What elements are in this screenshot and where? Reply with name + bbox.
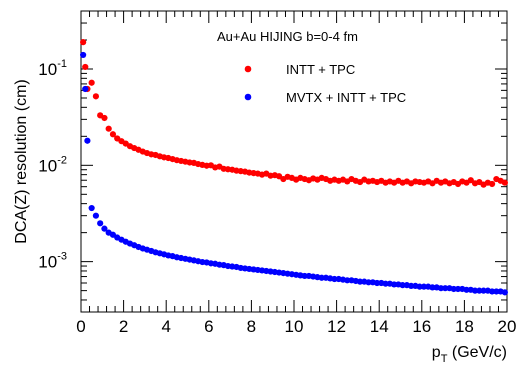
x-axis-label-unit: (GeV/c) [447,344,507,361]
legend-marker [244,93,252,101]
data-point [493,288,500,295]
y-tick-label-base: 10 [38,253,57,272]
data-point [480,287,487,294]
y-tick-label: 10-2 [38,154,67,175]
y-tick-labels: 10-310-210-1 [38,58,67,272]
data-point [88,204,95,212]
data-point [399,282,406,289]
data-point [80,39,87,46]
data-point [501,179,508,186]
x-tick-label: 20 [498,317,516,336]
axis-ticks [80,10,508,313]
data-point [365,279,372,286]
data-point [488,288,496,295]
x-tick-label: 4 [161,317,170,336]
x-tick-label: 10 [285,317,304,336]
data-point [318,274,325,281]
x-axis-label: pT (GeV/c) [432,344,507,365]
y-tick-label-base: 10 [38,156,57,175]
data-point [454,285,462,293]
x-tick-labels: 0 2 4 6 8 10 12 14 16 18 20 [76,317,516,336]
data-point [82,63,89,71]
data-point [88,79,95,86]
legend-marker [244,65,252,73]
data-point [416,283,423,290]
data-point [344,277,351,284]
data-point [105,125,112,132]
legend: INTT + TPC MVTX + INTT + TPC [244,62,406,105]
data-point [84,137,91,144]
data-point [442,285,449,292]
data-point [101,225,108,232]
data-point [471,287,479,294]
x-axis-label-subscript: T [441,353,448,365]
data-point [301,272,308,280]
legend-label: MVTX + INTT + TPC [286,90,406,105]
x-tick-label: 0 [76,317,85,336]
data-point [420,283,428,290]
data-point [391,281,398,288]
legend-label: INTT + TPC [286,62,355,77]
data-point [92,212,100,219]
data-point [80,51,87,59]
data-point [488,180,496,188]
data-point [463,286,470,293]
y-tick-label-exponent: -3 [57,251,67,263]
y-tick-label-base: 10 [38,60,57,79]
data-point [467,177,474,184]
data-point [382,280,389,287]
data-point [429,284,436,291]
y-tick-label-exponent: -2 [57,154,67,166]
data-point [109,131,117,138]
data-point [501,289,508,296]
y-tick-label-exponent: -1 [57,58,67,70]
x-tick-label: 6 [204,317,213,336]
plot-frame [80,10,508,313]
legend-title: Au+Au HIJING b=0-4 fm [217,29,358,44]
x-tick-label: 8 [247,317,256,336]
y-tick-label: 10-1 [38,58,67,79]
data-point [82,85,89,93]
data-point [92,93,100,100]
data-point [437,285,445,292]
data-point [450,285,457,293]
data-point [373,279,381,287]
x-tick-label: 2 [119,317,128,336]
y-axis-label: DCA(Z) resolution (cm) [13,79,30,243]
data-point [97,220,104,227]
data-points [80,39,508,296]
data-point [101,114,108,122]
data-point [476,287,483,294]
y-tick-label: 10-3 [38,251,67,272]
data-point [356,278,364,285]
x-tick-label: 16 [412,317,431,336]
x-tick-label: 18 [455,317,474,336]
data-point [331,275,338,283]
data-point [408,282,415,289]
x-axis-label-main: p [432,344,441,361]
x-tick-label: 12 [327,317,346,336]
x-tick-label: 14 [370,317,389,336]
